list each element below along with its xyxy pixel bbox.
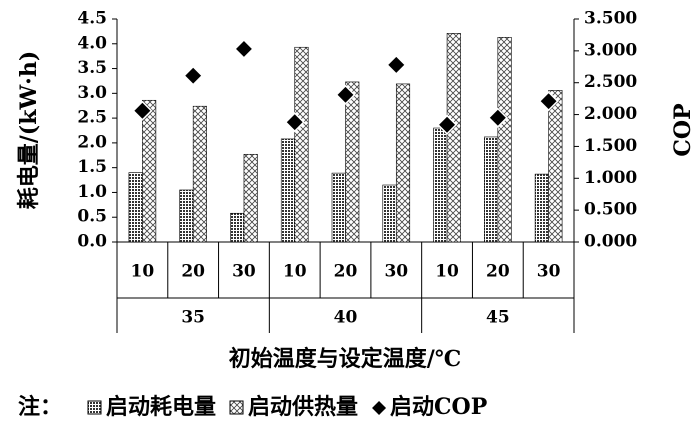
y2-tick-label: 3.000	[584, 40, 637, 60]
y2-tick-label: 1.500	[584, 136, 637, 156]
y2-tick-label: 0.000	[584, 232, 637, 252]
bar	[192, 105, 207, 243]
bar	[331, 172, 346, 243]
y-axis-title: 耗电量/(kW·h)	[16, 51, 42, 209]
cop-point	[132, 100, 153, 121]
group-label: 35	[181, 308, 205, 328]
legend-label: 启动COP	[390, 394, 487, 420]
cop-point	[233, 38, 255, 60]
cop-point	[538, 91, 559, 112]
x-tick-label: 10	[283, 262, 307, 282]
x-tick-label: 10	[131, 262, 155, 282]
y2-tick-label: 3.500	[584, 9, 637, 29]
bar	[548, 90, 563, 243]
x-tick-label: 30	[232, 262, 256, 282]
y2-tick-label: 0.500	[584, 200, 637, 220]
y-tick-label: 3.0	[77, 83, 107, 103]
x-tick-label: 20	[181, 262, 205, 282]
y-tick-label: 2.5	[77, 108, 107, 128]
y-tick-label: 4.5	[77, 9, 107, 29]
legend-label: 启动耗电量	[106, 394, 216, 420]
bar	[395, 83, 411, 243]
cop-point	[335, 84, 356, 105]
x-tick-label: 20	[334, 262, 358, 282]
bar	[534, 173, 549, 243]
y-tick-label: 1.5	[77, 157, 107, 177]
cop-point	[386, 54, 407, 75]
bar	[497, 37, 512, 243]
x-tick-label: 20	[486, 262, 510, 282]
y2-tick-label: 2.500	[584, 72, 637, 92]
bar	[179, 189, 194, 243]
legend-prefix: 注：	[18, 394, 62, 420]
y-tick-label: 2.0	[77, 132, 107, 152]
bar	[484, 136, 499, 243]
legend-swatch	[372, 401, 387, 415]
x-tick-label: 10	[435, 262, 459, 282]
bar	[280, 138, 296, 243]
cop-point	[487, 107, 508, 128]
bar	[382, 184, 397, 243]
legend-swatch	[229, 400, 244, 415]
bar	[142, 99, 157, 243]
y-tick-label: 0.0	[77, 232, 107, 252]
x-axis-title: 初始温度与设定温度/℃	[229, 346, 461, 372]
y2-tick-label: 2.000	[584, 104, 637, 124]
cop-point	[436, 114, 458, 135]
y-tick-label: 1.0	[77, 182, 107, 202]
cop-point	[183, 65, 204, 86]
y2-axis-title: COP	[670, 103, 696, 156]
cop-point	[284, 112, 305, 133]
bar	[433, 127, 448, 243]
y-tick-label: 4.0	[77, 33, 107, 53]
bar	[230, 212, 245, 243]
y-tick-label: 3.5	[77, 58, 107, 78]
x-tick-label: 30	[537, 262, 561, 282]
bar	[446, 33, 461, 243]
bar	[243, 153, 258, 243]
bar	[294, 46, 309, 243]
x-tick-label: 30	[384, 262, 408, 282]
bar	[128, 172, 143, 243]
group-label: 45	[486, 308, 510, 328]
legend-label: 启动供热量	[248, 394, 358, 420]
y2-tick-label: 1.000	[584, 168, 637, 188]
group-label: 40	[334, 308, 358, 328]
y-tick-label: 0.5	[77, 207, 107, 227]
legend-swatch	[87, 400, 102, 415]
bar	[345, 81, 360, 243]
